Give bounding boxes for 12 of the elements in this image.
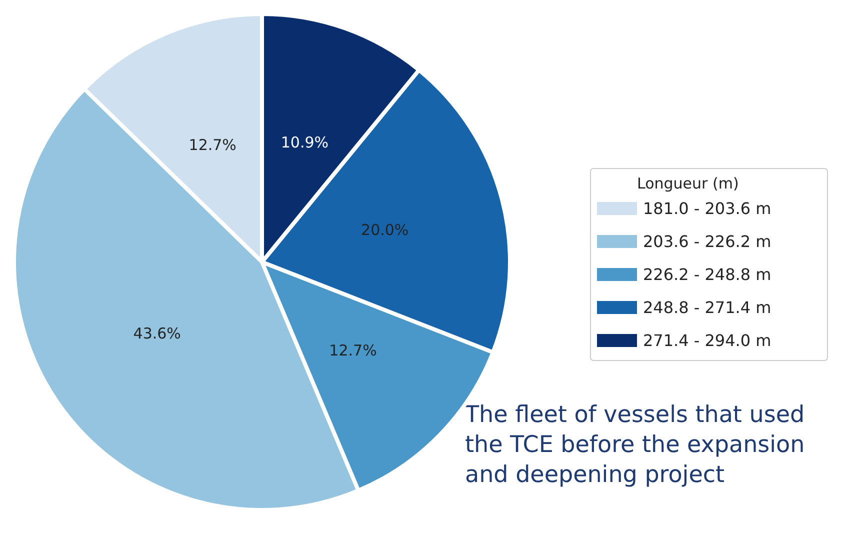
data-label: 20.0%: [361, 220, 409, 239]
legend-label: 203.6 - 226.2 m: [643, 232, 772, 251]
legend-label: 181.0 - 203.6 m: [643, 199, 772, 218]
text: The fleet of vessels that used the TCE before the expansion and deepening project: [464, 402, 812, 488]
data-label: 12.7%: [329, 342, 377, 360]
data-label: 43.6%: [133, 324, 181, 343]
legend-label: 271.4 - 294.0 m: [643, 331, 772, 350]
legend-label: 248.8 - 271.4 m: [643, 298, 772, 317]
legend-title: Longueur (m): [637, 174, 739, 192]
legend-label: 226.2 - 248.8 m: [643, 265, 772, 284]
data-label: 12.7%: [188, 136, 236, 154]
data-label: 10.9%: [280, 133, 329, 152]
